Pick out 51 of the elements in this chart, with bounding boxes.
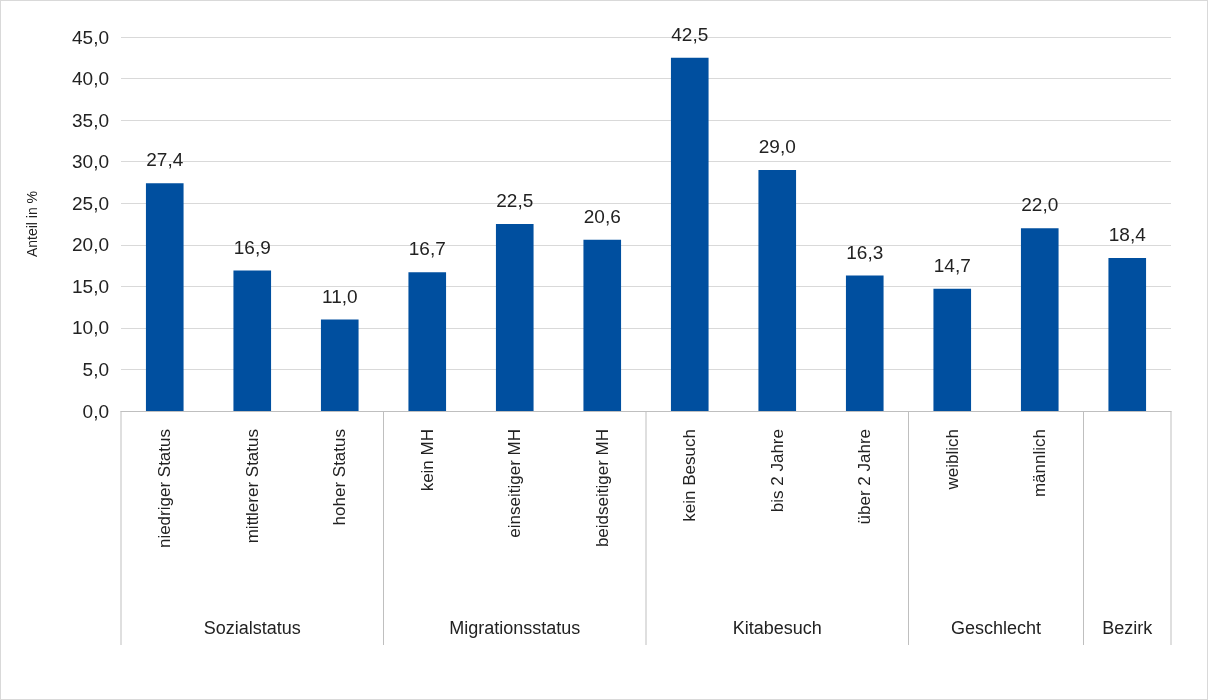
y-tick-label: 45,0 (72, 26, 109, 48)
x-tick-label: beidseitiger MH (592, 429, 612, 548)
x-tick-label: niedriger Status (155, 429, 175, 549)
bar (495, 224, 534, 411)
x-tick-label: über 2 Jahre (855, 429, 875, 525)
x-tick-label: bis 2 Jahre (767, 429, 787, 513)
data-label: 16,7 (408, 238, 446, 260)
data-label: 20,6 (583, 205, 621, 227)
bar (758, 169, 797, 411)
x-tick-label: einseitiger MH (505, 429, 525, 538)
bar (670, 57, 709, 411)
y-tick-label: 30,0 (72, 151, 109, 173)
text: Geschlecht (950, 618, 1042, 638)
text: Kitabesuch (732, 618, 822, 638)
y-tick-label: 5,0 (82, 358, 109, 380)
data-label: 29,0 (758, 135, 796, 157)
y-tick-label: 35,0 (72, 109, 109, 131)
bar (933, 288, 972, 411)
data-label: 11,0 (321, 285, 358, 307)
bar (145, 183, 184, 411)
text: Sozialstatus (203, 618, 301, 638)
data-label: 18,4 (1108, 224, 1147, 246)
data-label: 14,7 (933, 254, 971, 276)
x-tick-label: kein Besuch (680, 429, 700, 522)
bar (845, 275, 884, 411)
data-label: 16,3 (846, 241, 884, 263)
y-tick-label: 25,0 (72, 192, 109, 214)
bar (583, 239, 622, 411)
bar (1020, 228, 1059, 411)
y-axis-title: Anteil in % (24, 190, 40, 258)
y-tick-label: 40,0 (72, 68, 109, 90)
bar (233, 270, 272, 411)
data-label: 16,9 (233, 236, 271, 258)
data-label: 22,0 (1021, 194, 1059, 216)
y-tick-label: 0,0 (82, 400, 109, 422)
x-tick-label: hoher Status (330, 429, 350, 526)
text: Migrationsstatus (449, 618, 581, 638)
y-tick-label: 15,0 (72, 275, 109, 297)
x-tick-label: weiblich (942, 429, 962, 491)
data-label: 42,5 (671, 23, 709, 45)
x-tick-label: kein MH (417, 429, 437, 492)
x-tick-label: männlich (1030, 429, 1050, 498)
data-label: 27,4 (146, 149, 184, 171)
bar (1108, 258, 1147, 411)
bar (320, 319, 359, 411)
data-label: 22,5 (496, 190, 534, 211)
x-tick-label: mittlerer Status (242, 429, 262, 544)
y-tick-label: 20,0 (72, 234, 109, 256)
y-tick-label: 10,0 (72, 317, 109, 339)
bar (408, 272, 447, 411)
text: Bezirk (1102, 618, 1154, 638)
